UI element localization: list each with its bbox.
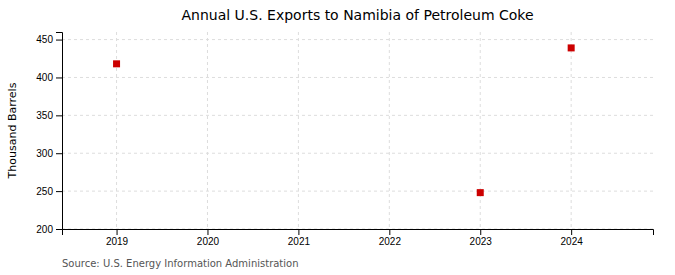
- grid-line-y: [62, 153, 653, 154]
- point: [477, 189, 484, 196]
- grid-line-y: [62, 191, 653, 192]
- tick-label: 250: [36, 186, 53, 197]
- tick-mark: [56, 40, 62, 41]
- y-axis-label: Thousand Barrels: [6, 82, 19, 179]
- grid-line-x: [480, 32, 481, 229]
- tick: 2020: [197, 229, 220, 247]
- points: [113, 44, 575, 196]
- tick: 2024: [561, 229, 584, 247]
- tick-mark: [298, 229, 299, 235]
- grid-line-x: [298, 32, 299, 229]
- source: Source: U.S. Energy Information Administ…: [62, 258, 299, 269]
- grid-line-y: [62, 115, 653, 116]
- grid: [62, 32, 653, 229]
- tick-label: 350: [36, 110, 53, 121]
- point: [113, 60, 120, 67]
- point: [568, 44, 575, 51]
- axis-line: [63, 230, 654, 236]
- tick-label: 2024: [561, 236, 584, 247]
- title: Annual U.S. Exports to Namibia of Petrol…: [181, 7, 533, 23]
- tick-mark: [571, 229, 572, 235]
- tick-label: 2020: [197, 236, 220, 247]
- grid-line-x: [207, 32, 208, 229]
- tick-label: 2021: [288, 236, 311, 247]
- tick: 2022: [379, 229, 402, 247]
- grid-line-y: [62, 77, 653, 78]
- tick: 350: [36, 110, 62, 121]
- tick-mark: [56, 229, 62, 230]
- tick-mark: [389, 229, 390, 235]
- tick: 300: [36, 148, 62, 159]
- tick: 2021: [288, 229, 311, 247]
- tick-label: 450: [36, 34, 53, 45]
- tick-mark: [56, 191, 62, 192]
- y-axis: 200 250 300 350 400 450: [36, 33, 62, 235]
- x-axis: 2019 2020 2021 2022 2023 2024: [63, 229, 654, 247]
- tick-mark: [207, 229, 208, 235]
- tick: 2019: [106, 229, 129, 247]
- grid-line-x: [571, 32, 572, 229]
- tick-mark: [56, 77, 62, 78]
- grid-line-x: [389, 32, 390, 229]
- tick: 450: [36, 34, 62, 45]
- tick-label: 2022: [379, 236, 402, 247]
- tick: 2023: [470, 229, 493, 247]
- plot-area: 2019 2020 2021 2022 2023 2024 200 250 300 350 400 4…: [36, 32, 653, 247]
- tick-mark: [56, 153, 62, 154]
- tick-label: 2023: [470, 236, 493, 247]
- tick-mark: [56, 115, 62, 116]
- tick: 250: [36, 186, 62, 197]
- tick-label: 200: [36, 224, 53, 235]
- tick-label: 300: [36, 148, 53, 159]
- tick-mark: [480, 229, 481, 235]
- tick: 400: [36, 72, 62, 83]
- tick-label: 2019: [106, 236, 129, 247]
- tick-label: 400: [36, 72, 53, 83]
- chart-svg: 2019 2020 2021 2022 2023 2024 200 250 300 350 400 4…: [0, 0, 675, 275]
- tick-mark: [117, 229, 118, 235]
- grid-line-y: [62, 39, 653, 40]
- tick: 200: [36, 224, 62, 235]
- axis-line: [56, 33, 63, 230]
